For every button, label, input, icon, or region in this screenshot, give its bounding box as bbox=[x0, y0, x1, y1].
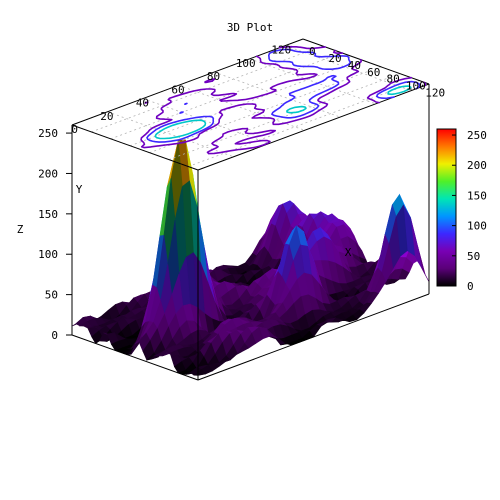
z-tick-label: 0 bbox=[51, 329, 58, 342]
grid-line-x bbox=[91, 45, 323, 133]
x-tick-label: 40 bbox=[348, 59, 361, 72]
frame-top-edge bbox=[71, 38, 304, 126]
y-tick-label: 80 bbox=[207, 70, 220, 83]
colorbar-tick-label: 200 bbox=[467, 159, 487, 172]
y-tick-label: 40 bbox=[136, 97, 149, 110]
grid-line-y bbox=[107, 111, 234, 158]
frame-bottom-edge bbox=[71, 334, 199, 381]
surface-facet bbox=[193, 369, 206, 376]
y-tick-label: 0 bbox=[71, 123, 78, 136]
colorbar: 0 50 100 150 200 250 bbox=[436, 128, 487, 293]
x-tick-label: 0 bbox=[309, 45, 316, 58]
z-tick-label: 200 bbox=[38, 167, 58, 180]
y-tick-label: 100 bbox=[236, 57, 256, 70]
contour-level-50 bbox=[146, 48, 421, 143]
z-tick-label: 250 bbox=[38, 127, 58, 140]
x-tick-label: 80 bbox=[387, 73, 400, 86]
grid-line-x bbox=[110, 52, 342, 140]
z-tick-label: 150 bbox=[38, 208, 58, 221]
colorbar-tick-label: 0 bbox=[467, 280, 474, 293]
y-tick-label: 60 bbox=[171, 83, 184, 96]
z-axis-label: Z bbox=[17, 223, 24, 236]
x-tick-label: 100 bbox=[406, 80, 426, 93]
colorbar-tick-label: 50 bbox=[467, 250, 480, 263]
z-tick-label: 100 bbox=[38, 248, 58, 261]
grid-line-x bbox=[188, 80, 420, 167]
colorbar-tick-label: 250 bbox=[467, 129, 487, 142]
x-tick-label: 20 bbox=[328, 52, 341, 65]
contour-level-25 bbox=[140, 45, 427, 155]
frame-top-edge bbox=[71, 124, 199, 171]
grid-line-y bbox=[142, 98, 270, 144]
grid-line-x bbox=[149, 66, 381, 154]
contour-level-100 bbox=[154, 85, 412, 140]
x-tick-label: 120 bbox=[425, 87, 445, 100]
grid-line-x bbox=[168, 73, 401, 160]
y-tick-label: 120 bbox=[271, 44, 291, 57]
colorbar-tick-label: 150 bbox=[467, 189, 487, 202]
grid-line-x bbox=[130, 59, 362, 147]
z-tick-label: 50 bbox=[45, 289, 58, 302]
contour-lines bbox=[140, 45, 427, 155]
colorbar-gradient bbox=[436, 128, 457, 287]
x-axis-label: X bbox=[345, 246, 352, 259]
x-tick-label: 60 bbox=[367, 66, 380, 79]
y-axis-label: Y bbox=[76, 183, 83, 196]
chart-title: 3D Plot bbox=[227, 21, 273, 34]
axis-ticks: 0501001502002500204060801001200204060801… bbox=[38, 44, 445, 342]
frame-bottom-edge bbox=[197, 293, 430, 381]
grid-line-y bbox=[249, 58, 376, 105]
surface-mesh bbox=[71, 139, 430, 376]
colorbar-tick-label: 100 bbox=[467, 220, 487, 233]
y-tick-label: 20 bbox=[100, 110, 113, 123]
